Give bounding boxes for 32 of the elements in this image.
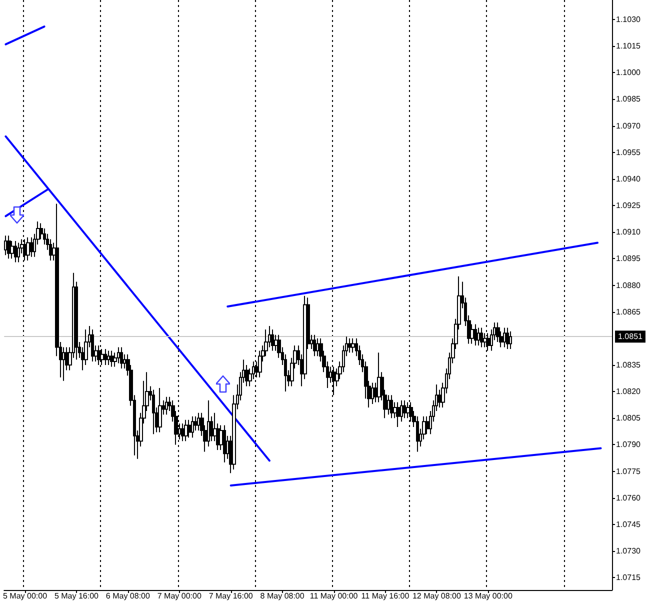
- y-tick-label: 1.0730: [616, 546, 642, 556]
- y-tick-label: 1.0925: [616, 201, 642, 210]
- y-tick-label: 1.0940: [616, 174, 642, 184]
- x-tick-label: 13 May 00:00: [464, 592, 513, 600]
- y-tick-label: 1.0835: [616, 360, 642, 370]
- y-tick-label: 1.0790: [616, 440, 642, 450]
- y-tick-label: 1.0760: [616, 493, 642, 502]
- y-tick-label: 1.1030: [616, 14, 642, 24]
- x-tick-label: 6 May 08:00: [106, 592, 150, 600]
- y-tick-label: 1.1000: [616, 68, 642, 78]
- y-tick-label: 1.0865: [616, 307, 642, 316]
- y-tick-label: 1.0970: [616, 121, 642, 130]
- y-tick-label: 1.1015: [616, 42, 642, 51]
- y-tick-label: 1.0805: [616, 414, 642, 423]
- x-tick-label: 7 May 16:00: [208, 592, 254, 600]
- y-tick-label: 1.0820: [616, 387, 642, 396]
- y-tick-label: 1.0955: [616, 148, 642, 157]
- x-tick-label: 12 May 08:00: [412, 592, 462, 600]
- x-tick-label: 8 May 08:00: [260, 592, 305, 600]
- y-tick-label: 1.0745: [616, 520, 642, 529]
- x-tick-label: 7 May 00:00: [157, 592, 202, 600]
- y-tick-label: 1.0880: [616, 280, 642, 290]
- y-tick-label: 1.0910: [616, 228, 642, 237]
- y-tick-label: 1.0895: [616, 254, 642, 264]
- y-tick-label: 1.0985: [616, 94, 642, 104]
- y-tick-label: 1.0715: [616, 573, 642, 582]
- ref-line-label: 1.0851: [618, 332, 644, 342]
- x-tick-label: 11 May 00:00: [310, 592, 358, 600]
- x-tick-label: 5 May 00:00: [3, 592, 48, 600]
- y-tick-label: 1.0775: [616, 466, 642, 476]
- x-tick-label: 5 May 16:00: [54, 592, 100, 600]
- x-tick-label: 11 May 16:00: [361, 592, 410, 600]
